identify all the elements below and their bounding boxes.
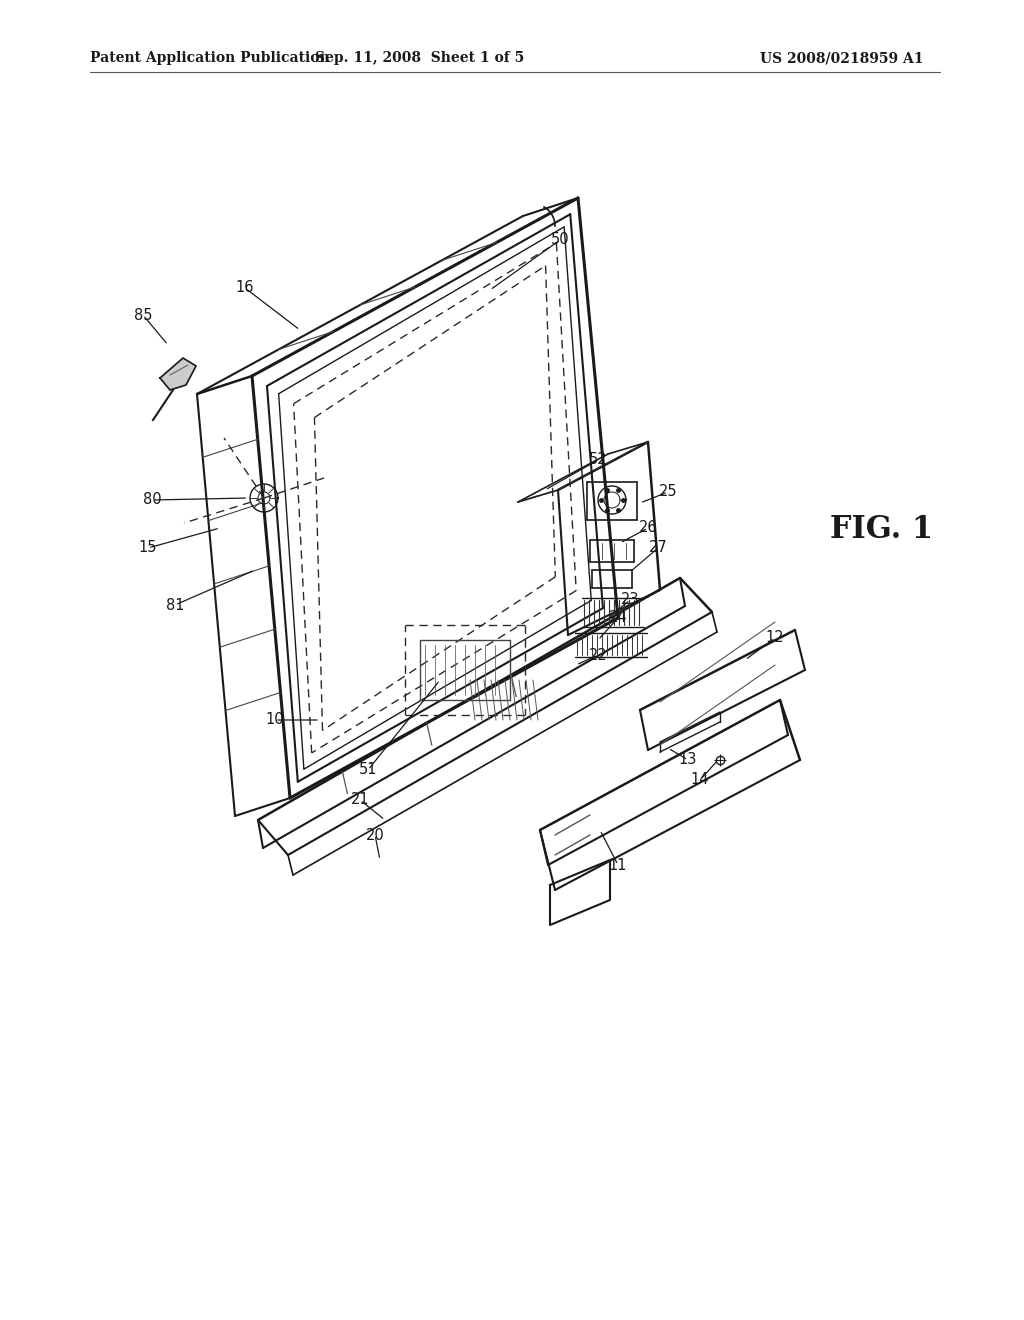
Text: 24: 24 [608, 610, 628, 626]
Text: 85: 85 [134, 308, 153, 322]
Text: 81: 81 [166, 598, 184, 612]
Text: 14: 14 [691, 772, 710, 788]
Text: 15: 15 [138, 540, 158, 556]
Text: US 2008/0218959 A1: US 2008/0218959 A1 [760, 51, 924, 65]
Text: 26: 26 [639, 520, 657, 536]
Text: 50: 50 [551, 232, 569, 248]
Polygon shape [160, 358, 196, 389]
Text: 23: 23 [621, 593, 639, 607]
Text: 27: 27 [648, 540, 668, 556]
Text: 16: 16 [236, 281, 254, 296]
Text: 21: 21 [350, 792, 370, 808]
Text: 25: 25 [658, 484, 677, 499]
Text: 52: 52 [589, 453, 607, 467]
Text: Patent Application Publication: Patent Application Publication [90, 51, 330, 65]
Text: 10: 10 [265, 713, 285, 727]
Text: 13: 13 [679, 752, 697, 767]
Text: 12: 12 [766, 631, 784, 645]
Text: 22: 22 [589, 648, 607, 663]
Text: 20: 20 [366, 828, 384, 842]
Text: 11: 11 [608, 858, 628, 873]
Text: 51: 51 [358, 763, 377, 777]
Text: 80: 80 [142, 492, 162, 507]
Text: FIG. 1: FIG. 1 [830, 515, 933, 545]
Text: Sep. 11, 2008  Sheet 1 of 5: Sep. 11, 2008 Sheet 1 of 5 [315, 51, 524, 65]
